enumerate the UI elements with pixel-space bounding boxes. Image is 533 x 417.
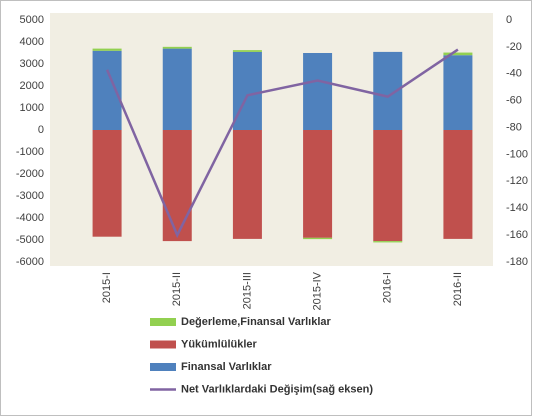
y2-tick-label: -80	[506, 121, 522, 133]
y2-tick-label: -100	[506, 148, 528, 160]
legend-swatch	[150, 340, 176, 349]
x-tick-label: 2015-IV	[311, 271, 323, 310]
bar	[92, 130, 122, 237]
y-tick-label: -6000	[16, 256, 44, 268]
legend-label: Net Varlıklardaki Değişim(sağ eksen)	[181, 383, 373, 395]
y2-tick-label: 0	[506, 14, 512, 26]
bar	[92, 48, 122, 51]
y-tick-label: 5000	[20, 14, 44, 26]
y-tick-label: 4000	[20, 36, 44, 48]
bar	[232, 50, 262, 52]
y2-tick-label: -60	[506, 95, 522, 107]
y-tick-label: 0	[38, 124, 44, 136]
legend-label: Yükümlülükler	[181, 338, 258, 350]
y2-tick-label: -140	[506, 202, 528, 214]
bar	[162, 130, 192, 242]
y2-tick-label: -120	[506, 175, 528, 187]
y-tick-label: 2000	[20, 80, 44, 92]
x-tick-label: 2015-II	[171, 272, 183, 306]
y-tick-label: -2000	[16, 168, 44, 180]
x-tick-label: 2015-I	[101, 272, 113, 303]
x-tick-label: 2016-I	[382, 272, 394, 303]
legend-swatch	[150, 363, 176, 371]
y-tick-label: -3000	[16, 190, 44, 202]
y-tick-label: -4000	[16, 212, 44, 224]
y-tick-label: -1000	[16, 146, 44, 158]
bar	[162, 48, 192, 130]
y2-tick-label: -160	[506, 229, 528, 241]
y-tick-label: -5000	[16, 234, 44, 246]
bar	[232, 130, 262, 239]
bar	[303, 53, 333, 130]
bar	[443, 55, 473, 131]
legend-label: Finansal Varlıklar	[181, 361, 272, 373]
x-tick-label: 2015-III	[241, 272, 253, 309]
bar	[373, 130, 403, 242]
bar	[303, 130, 333, 238]
bar	[303, 237, 333, 240]
bar	[162, 46, 192, 49]
y-tick-label: 3000	[20, 58, 44, 70]
legend-swatch	[150, 318, 176, 326]
legend-label: Değerleme,Finansal Varlıklar	[181, 316, 332, 328]
y-tick-label: 1000	[20, 102, 44, 114]
bar	[443, 52, 473, 56]
y2-tick-label: -180	[506, 256, 528, 268]
bar	[92, 50, 122, 130]
y2-tick-label: -40	[506, 68, 522, 80]
x-tick-label: 2016-II	[452, 272, 464, 306]
bar	[373, 241, 403, 243]
y2-tick-label: -20	[506, 41, 522, 53]
line-series	[105, 48, 459, 239]
bar	[443, 130, 473, 239]
plot-area	[50, 13, 493, 266]
